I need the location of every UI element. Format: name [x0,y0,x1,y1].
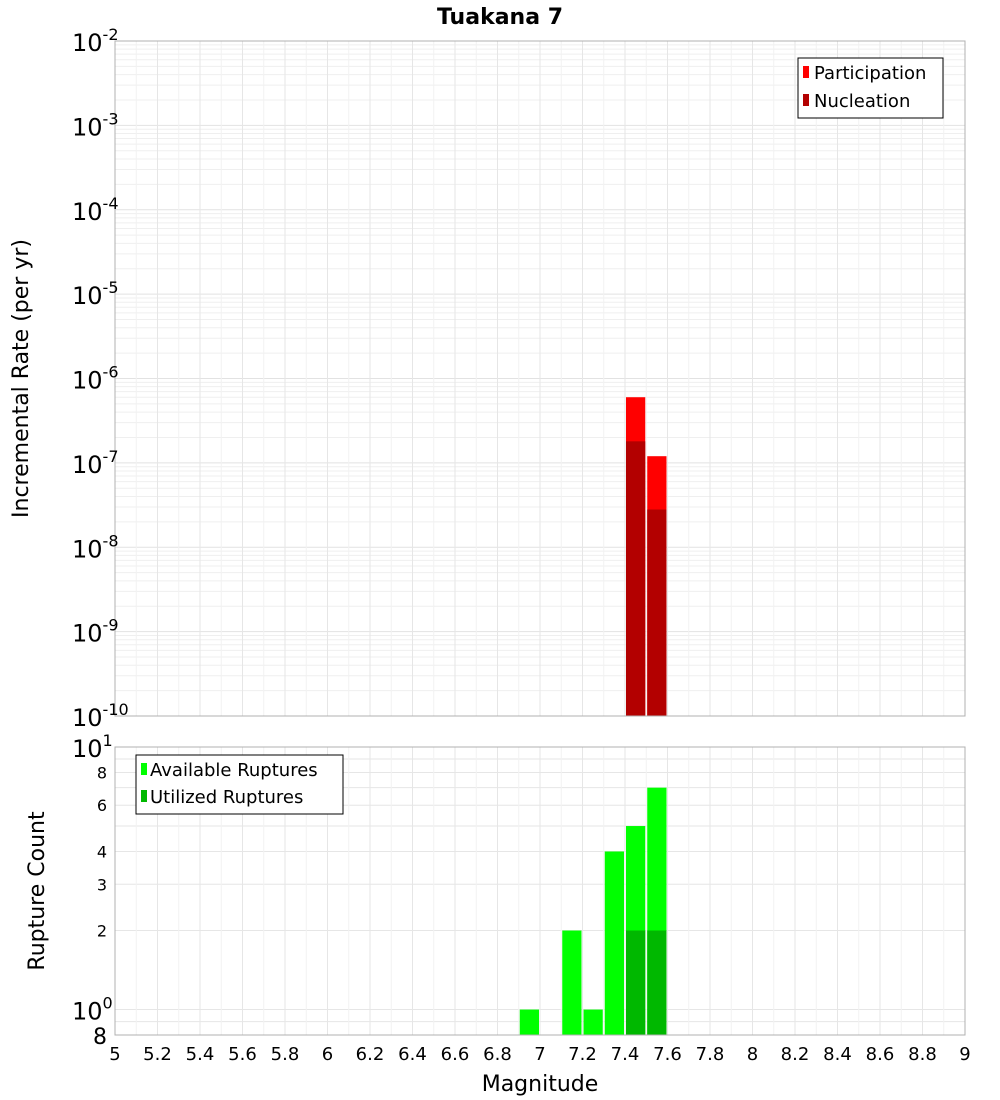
top-y-tick-label: 10-10 [72,700,129,732]
top-y-tick-label: 10-4 [72,194,119,226]
bottom-y-minor-tick-label: 3 [97,875,107,894]
x-tick-label: 8 [747,1044,758,1065]
top-legend-swatch [803,94,809,106]
bottom-y-major-tick-label: 101 [72,731,113,763]
chart-title: Tuakana 7 [437,5,563,30]
bottom-legend: Available Ruptures Utilized Ruptures [136,755,343,814]
bottom-y-axis-label: Rupture Count [25,811,50,971]
x-tick-label: 7.4 [611,1044,640,1065]
x-tick-label: 7.2 [568,1044,597,1065]
bottom-bar-utilized-ruptures-0 [626,931,645,1035]
x-tick-label: 5.6 [228,1044,257,1065]
bottom-bar-available-ruptures-1 [562,931,581,1035]
top-legend: Participation Nucleation [798,58,943,118]
x-tick-label: 5 [109,1044,120,1065]
bottom-bar-available-ruptures-0 [520,1010,539,1035]
x-tick-label: 8.4 [823,1044,852,1065]
x-tick-label: 9 [959,1044,970,1065]
top-y-tick-label: 10-2 [72,25,119,57]
bottom-legend-swatch [141,790,147,802]
x-tick-label: 5.4 [186,1044,215,1065]
top-bar-nucleation-0 [626,441,645,716]
x-tick-label: 8.6 [866,1044,895,1065]
x-tick-label: 7.6 [653,1044,682,1065]
bottom-bar-available-ruptures-3 [605,851,624,1035]
top-bar-nucleation-1 [647,510,666,716]
top-y-tick-label: 10-3 [72,109,119,141]
x-tick-label: 6 [322,1044,333,1065]
x-tick-label: 7.8 [696,1044,725,1065]
bottom-y-minor-tick-label: 6 [97,796,107,815]
top-y-tick-label: 10-8 [72,531,119,563]
top-y-tick-label: 10-5 [72,278,119,310]
bottom-y-major-tick-label: 100 [72,994,113,1026]
x-axis-label: Magnitude [482,1072,599,1097]
bottom-y-minor-tick-label: 4 [97,842,107,861]
x-tick-label: 5.8 [271,1044,300,1065]
x-tick-label: 8.8 [908,1044,937,1065]
bottom-bar-available-ruptures-2 [584,1010,603,1035]
top-legend-label: Nucleation [814,91,910,112]
x-tick-label: 7 [534,1044,545,1065]
top-y-tick-label: 10-9 [72,616,119,648]
bottom-y-minor-tick-label: 8 [97,763,107,782]
x-tick-label: 8.2 [781,1044,810,1065]
bottom-bar-utilized-ruptures-1 [647,931,666,1035]
top-panel: 10-2 10-3 10-4 10-5 10-6 10-7 10-8 10-9 10-10 Inc… [9,25,965,732]
x-tick-label: 6.4 [398,1044,427,1065]
top-y-tick-label: 10-7 [72,447,119,479]
x-tick-label: 5.2 [143,1044,172,1065]
top-legend-swatch [803,66,809,78]
bottom-legend-swatch [141,763,147,775]
bottom-y-min-label: 8 [93,1025,107,1050]
x-tick-label: 6.6 [441,1044,470,1065]
top-legend-label: Participation [814,63,926,84]
bottom-y-minor-tick-label: 2 [97,922,107,941]
bottom-legend-label: Available Ruptures [150,760,318,781]
top-y-tick-label: 10-6 [72,363,119,395]
bottom-legend-label: Utilized Ruptures [150,787,303,808]
x-tick-label: 6.2 [356,1044,385,1065]
x-tick-label: 6.8 [483,1044,512,1065]
top-y-axis-label: Incremental Rate (per yr) [9,239,34,518]
